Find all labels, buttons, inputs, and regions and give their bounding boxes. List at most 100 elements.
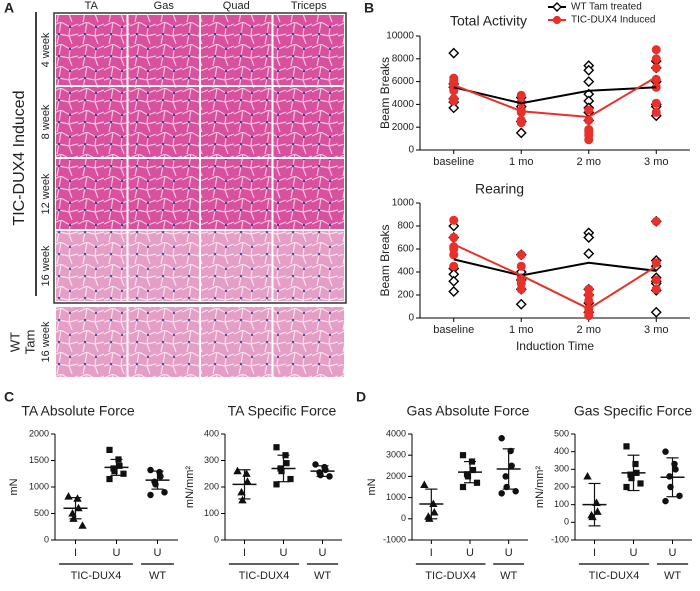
x-tick-label: U	[630, 547, 638, 559]
data-point	[583, 232, 595, 243]
data-point	[552, 2, 562, 12]
data-point	[584, 296, 594, 306]
data-point	[672, 466, 679, 473]
data-point	[459, 483, 467, 491]
row-label: 16 week	[40, 245, 52, 286]
histology-image	[273, 307, 344, 377]
data-point	[637, 480, 644, 487]
histology-image	[56, 231, 127, 301]
column-header: Triceps	[291, 0, 327, 12]
data-point	[147, 466, 154, 474]
panel-label: A	[4, 0, 14, 16]
y-tick-label: 300	[554, 464, 569, 474]
data-point	[583, 64, 595, 76]
x-tick-label: baseline	[433, 324, 474, 336]
y-axis-title: mN	[366, 478, 378, 495]
x-tick-label: 2 mo	[577, 324, 601, 336]
x-tick-label: U	[319, 547, 327, 559]
y-tick-label: 3000	[386, 450, 406, 460]
y-tick-label: 200	[397, 290, 414, 301]
x-tick-label: I	[74, 547, 77, 559]
y-tick-label: 0	[564, 517, 569, 527]
data-point	[651, 54, 661, 64]
x-tick-label: I	[243, 547, 246, 559]
y-tick-label: 800	[397, 221, 414, 232]
data-point	[584, 311, 594, 321]
data-point	[623, 443, 630, 450]
data-point	[666, 473, 673, 480]
histology-image	[128, 231, 199, 301]
data-point	[459, 452, 467, 459]
data-point	[120, 470, 127, 477]
group-label: WT	[664, 570, 681, 582]
group-label: TIC-DUX4	[71, 570, 122, 582]
x-tick-label: U	[669, 547, 677, 559]
chart-title: Gas Absolute Force	[407, 403, 530, 419]
wt-label: WT	[7, 332, 22, 352]
y-tick-label: 2000	[386, 471, 406, 481]
data-point	[662, 448, 669, 455]
chart-title: Total Activity	[450, 13, 527, 29]
y-tick-label: 200	[554, 481, 569, 491]
data-point	[651, 63, 661, 73]
data-point	[273, 444, 280, 451]
column-header: Gas	[154, 0, 175, 12]
data-point	[273, 481, 280, 488]
y-tick-label: 200	[204, 481, 219, 491]
histology-image	[201, 159, 272, 229]
data-point	[516, 284, 526, 294]
x-tick-label: I	[430, 547, 433, 559]
data-point	[157, 473, 164, 480]
histology-image	[273, 159, 344, 229]
group-label: TIC-DUX4	[239, 570, 290, 582]
histology-image	[56, 307, 127, 377]
x-tick-label: U	[280, 547, 288, 559]
data-point	[593, 507, 602, 515]
data-point	[68, 509, 77, 517]
data-point	[287, 475, 294, 483]
image-frame	[53, 12, 347, 304]
data-point	[515, 298, 527, 310]
x-tick-label: 3 mo	[644, 324, 668, 336]
y-tick-label: 0	[214, 534, 219, 544]
data-point	[147, 491, 154, 499]
data-point	[238, 495, 247, 504]
data-point	[583, 248, 595, 260]
panel-label: C	[4, 389, 14, 405]
y-tick-label: 1500	[29, 455, 49, 465]
data-point	[584, 105, 594, 115]
y-tick-label: 500	[554, 428, 569, 438]
histology-image	[128, 307, 199, 377]
x-tick-label: 2 mo	[577, 156, 601, 168]
mean-line	[453, 86, 657, 105]
x-tick-label: 3 mo	[644, 156, 668, 168]
data-point	[502, 473, 509, 480]
y-tick-label: 100	[204, 508, 219, 518]
group-label: TIC-DUX4	[425, 570, 476, 582]
column-header: Quad	[223, 0, 250, 12]
group-label: WT	[149, 570, 166, 582]
x-tick-label: 1 mo	[509, 156, 533, 168]
y-tick-label: 0	[408, 313, 414, 324]
y-tick-label: -1000	[383, 534, 406, 544]
group-label: TIC-DUX4 Induced	[11, 90, 28, 225]
data-point	[512, 487, 519, 495]
chart-title: TA Specific Force	[228, 403, 337, 419]
data-point	[583, 471, 592, 480]
histology-image	[201, 231, 272, 301]
x-tick-label: U	[505, 547, 513, 559]
data-point	[651, 258, 661, 268]
data-point	[516, 118, 526, 128]
data-point	[651, 275, 661, 285]
data-point	[651, 45, 661, 55]
data-point	[430, 507, 439, 516]
histology-image	[273, 231, 344, 301]
y-tick-label: 2000	[392, 122, 415, 133]
y-tick-label: 100	[554, 499, 569, 509]
legend-label: WT Tam treated	[571, 2, 642, 13]
data-point	[243, 477, 252, 485]
data-point	[448, 102, 460, 114]
y-axis-title: mN	[8, 478, 20, 495]
panel-label: D	[356, 389, 366, 405]
histology-image	[128, 87, 199, 157]
